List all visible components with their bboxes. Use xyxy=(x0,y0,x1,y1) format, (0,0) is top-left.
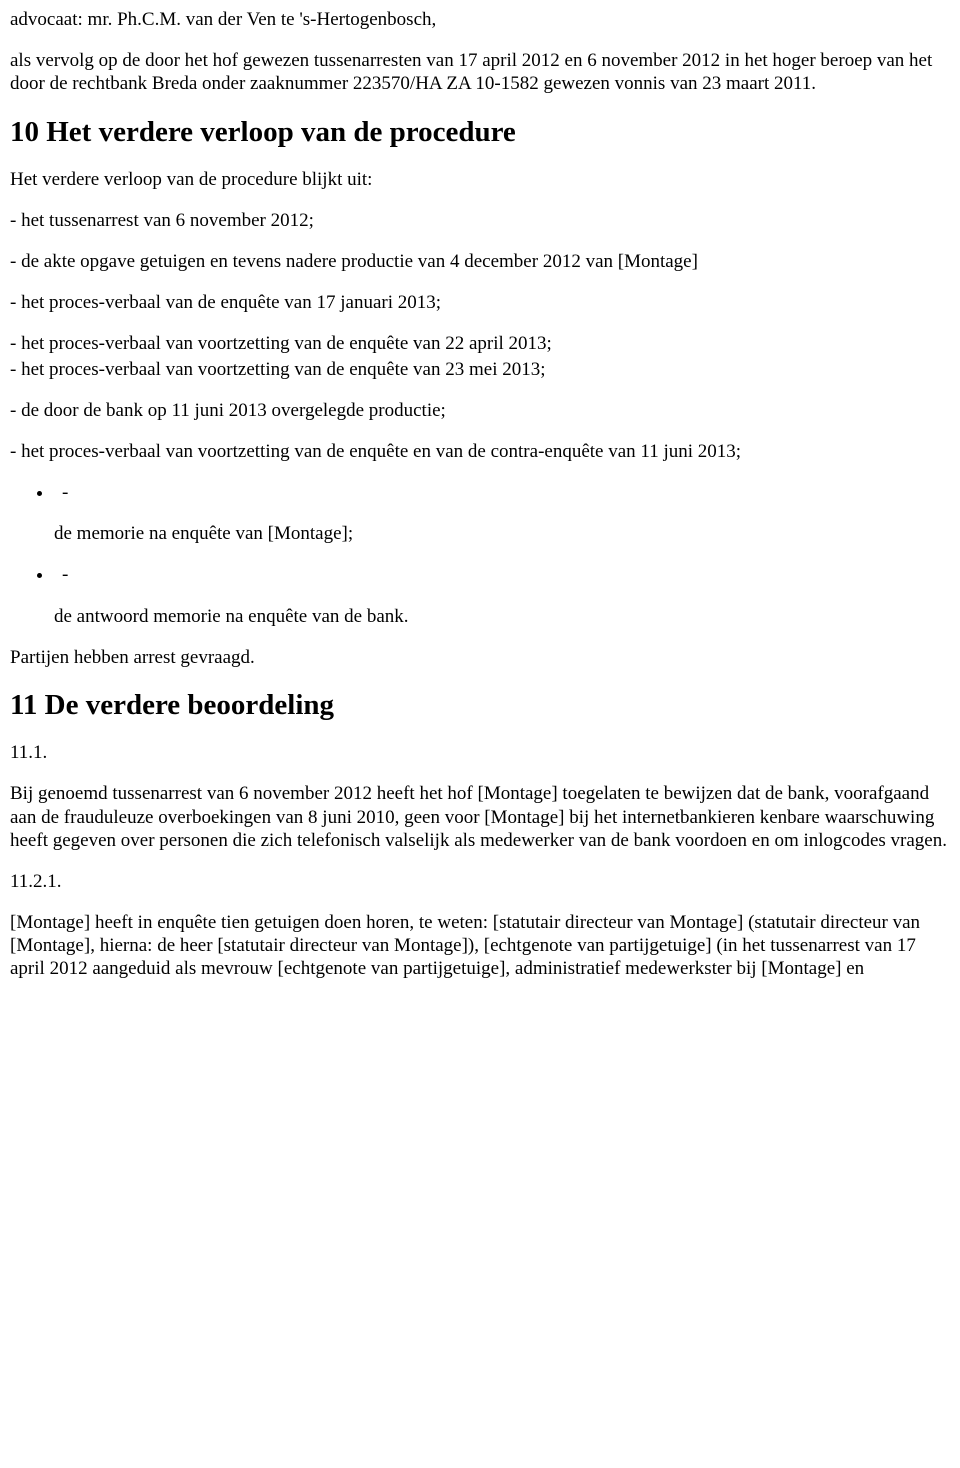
section-11-2-1-number: 11.2.1. xyxy=(10,870,950,893)
section-10-heading: 10 Het verdere verloop van de procedure xyxy=(10,114,950,150)
section-11-1-number: 11.1. xyxy=(10,741,950,764)
section-10-item-4b: - het proces-verbaal van voortzetting va… xyxy=(10,358,950,381)
section-10-item-6: - het proces-verbaal van voortzetting va… xyxy=(10,440,950,463)
intro-line-2: als vervolg op de door het hof gewezen t… xyxy=(10,49,950,95)
section-10-bullet-list: - xyxy=(10,563,950,586)
section-11-1-body: Bij genoemd tussenarrest van 6 november … xyxy=(10,782,950,852)
list-item: - xyxy=(54,563,950,586)
section-10-lead: Het verdere verloop van de procedure bli… xyxy=(10,168,950,191)
section-10-bullet-2-text: de antwoord memorie na enquête van de ba… xyxy=(54,605,950,628)
section-10-item-4a: - het proces-verbaal van voortzetting va… xyxy=(10,332,950,355)
list-item: - xyxy=(54,481,950,504)
section-10-bullet-1-text: de memorie na enquête van [Montage]; xyxy=(54,522,950,545)
document-page: advocaat: mr. Ph.C.M. van der Ven te 's-… xyxy=(0,0,960,1001)
section-10-item-3: - het proces-verbaal van de enquête van … xyxy=(10,291,950,314)
section-10-bullet-list: - xyxy=(10,481,950,504)
section-11-heading: 11 De verdere beoordeling xyxy=(10,687,950,723)
section-11-2-1-body: [Montage] heeft in enquête tien getuigen… xyxy=(10,911,950,981)
section-10-item-1: - het tussenarrest van 6 november 2012; xyxy=(10,209,950,232)
section-10-closing: Partijen hebben arrest gevraagd. xyxy=(10,646,950,669)
section-10-item-5: - de door de bank op 11 juni 2013 overge… xyxy=(10,399,950,422)
section-10-item-2: - de akte opgave getuigen en tevens nade… xyxy=(10,250,950,273)
intro-line-1: advocaat: mr. Ph.C.M. van der Ven te 's-… xyxy=(10,8,950,31)
